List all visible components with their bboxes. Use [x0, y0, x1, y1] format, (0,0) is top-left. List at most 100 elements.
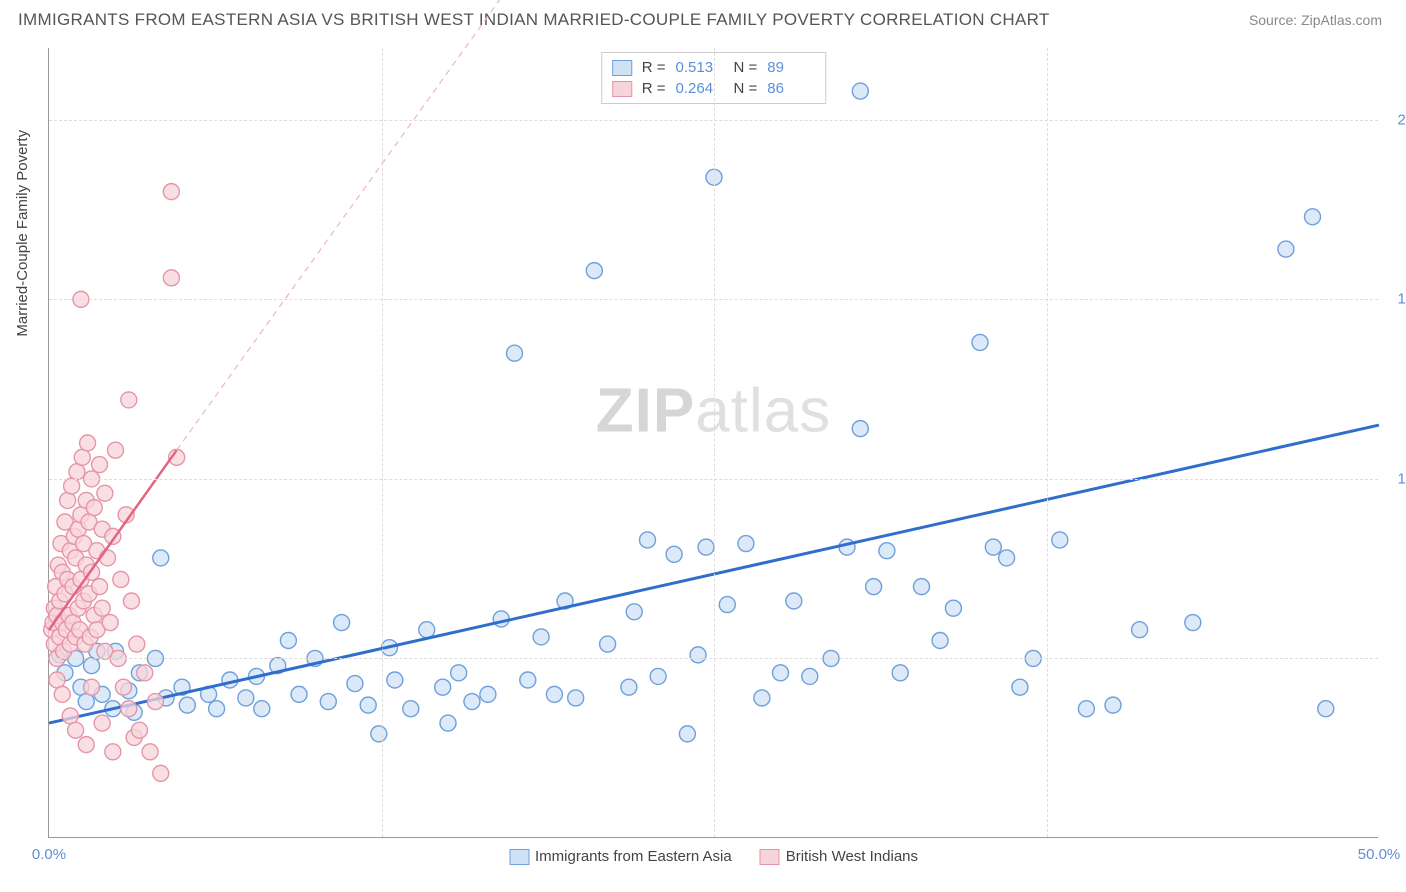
data-point — [78, 737, 94, 753]
data-point — [1305, 209, 1321, 225]
data-point — [387, 672, 403, 688]
gridline-vertical — [382, 48, 383, 837]
data-point — [347, 676, 363, 692]
data-point — [568, 690, 584, 706]
data-point — [121, 701, 137, 717]
data-point — [999, 550, 1015, 566]
data-point — [84, 658, 100, 674]
data-point — [892, 665, 908, 681]
data-point — [115, 679, 131, 695]
data-point — [153, 765, 169, 781]
plot-area: ZIPatlas R =0.513N =89R =0.264N =86 Immi… — [48, 48, 1378, 838]
data-point — [480, 686, 496, 702]
data-point — [291, 686, 307, 702]
data-point — [105, 744, 121, 760]
data-point — [80, 435, 96, 451]
data-point — [100, 550, 116, 566]
data-point — [913, 579, 929, 595]
data-point — [78, 694, 94, 710]
legend-series: Immigrants from Eastern Asia British West… — [509, 848, 918, 865]
data-point — [932, 633, 948, 649]
data-point — [852, 421, 868, 437]
data-point — [626, 604, 642, 620]
legend-series-label: British West Indians — [786, 848, 918, 865]
data-point — [419, 622, 435, 638]
data-point — [493, 611, 509, 627]
data-point — [698, 539, 714, 555]
data-point — [1052, 532, 1068, 548]
data-point — [320, 694, 336, 710]
data-point — [985, 539, 1001, 555]
data-point — [1078, 701, 1094, 717]
y-tick-label: 15.0% — [1384, 291, 1406, 308]
data-point — [97, 485, 113, 501]
data-point — [254, 701, 270, 717]
data-point — [520, 672, 536, 688]
data-point — [852, 83, 868, 99]
y-tick-label: 10.0% — [1384, 470, 1406, 487]
data-point — [129, 636, 145, 652]
data-point — [403, 701, 419, 717]
data-point — [137, 665, 153, 681]
data-point — [142, 744, 158, 760]
data-point — [754, 690, 770, 706]
data-point — [440, 715, 456, 731]
data-point — [666, 546, 682, 562]
data-point — [1132, 622, 1148, 638]
data-point — [773, 665, 789, 681]
data-point — [92, 579, 108, 595]
data-point — [153, 550, 169, 566]
data-point — [464, 694, 480, 710]
data-point — [123, 593, 139, 609]
legend-swatch — [760, 849, 780, 865]
data-point — [238, 690, 254, 706]
data-point — [60, 492, 76, 508]
data-point — [1185, 615, 1201, 631]
data-point — [64, 478, 80, 494]
data-point — [738, 536, 754, 552]
data-point — [147, 694, 163, 710]
data-point — [371, 726, 387, 742]
data-point — [54, 686, 70, 702]
data-point — [84, 679, 100, 695]
data-point — [92, 457, 108, 473]
data-point — [650, 668, 666, 684]
data-point — [74, 449, 90, 465]
data-point — [866, 579, 882, 595]
data-point — [1012, 679, 1028, 695]
data-point — [280, 633, 296, 649]
data-point — [102, 615, 118, 631]
data-point — [68, 722, 84, 738]
data-point — [62, 708, 78, 724]
legend-series-item: Immigrants from Eastern Asia — [509, 848, 732, 865]
gridline-vertical — [1047, 48, 1048, 837]
data-point — [113, 571, 129, 587]
data-point — [507, 345, 523, 361]
data-point — [1318, 701, 1334, 717]
data-point — [945, 600, 961, 616]
y-tick-label: 5.0% — [1384, 650, 1406, 667]
data-point — [179, 697, 195, 713]
data-point — [690, 647, 706, 663]
data-point — [131, 722, 147, 738]
data-point — [334, 615, 350, 631]
data-point — [163, 184, 179, 200]
gridline-vertical — [714, 48, 715, 837]
data-point — [121, 392, 137, 408]
data-point — [49, 672, 65, 688]
chart-title: IMMIGRANTS FROM EASTERN ASIA VS BRITISH … — [18, 10, 1050, 30]
data-point — [972, 334, 988, 350]
data-point — [719, 597, 735, 613]
data-point — [209, 701, 225, 717]
data-point — [533, 629, 549, 645]
data-point — [879, 543, 895, 559]
data-point — [802, 668, 818, 684]
x-tick-label: 0.0% — [32, 846, 66, 863]
data-point — [640, 532, 656, 548]
y-tick-label: 20.0% — [1384, 111, 1406, 128]
data-point — [108, 442, 124, 458]
trend-line-extension — [177, 0, 581, 450]
data-point — [1105, 697, 1121, 713]
data-point — [69, 464, 85, 480]
legend-series-label: Immigrants from Eastern Asia — [535, 848, 732, 865]
